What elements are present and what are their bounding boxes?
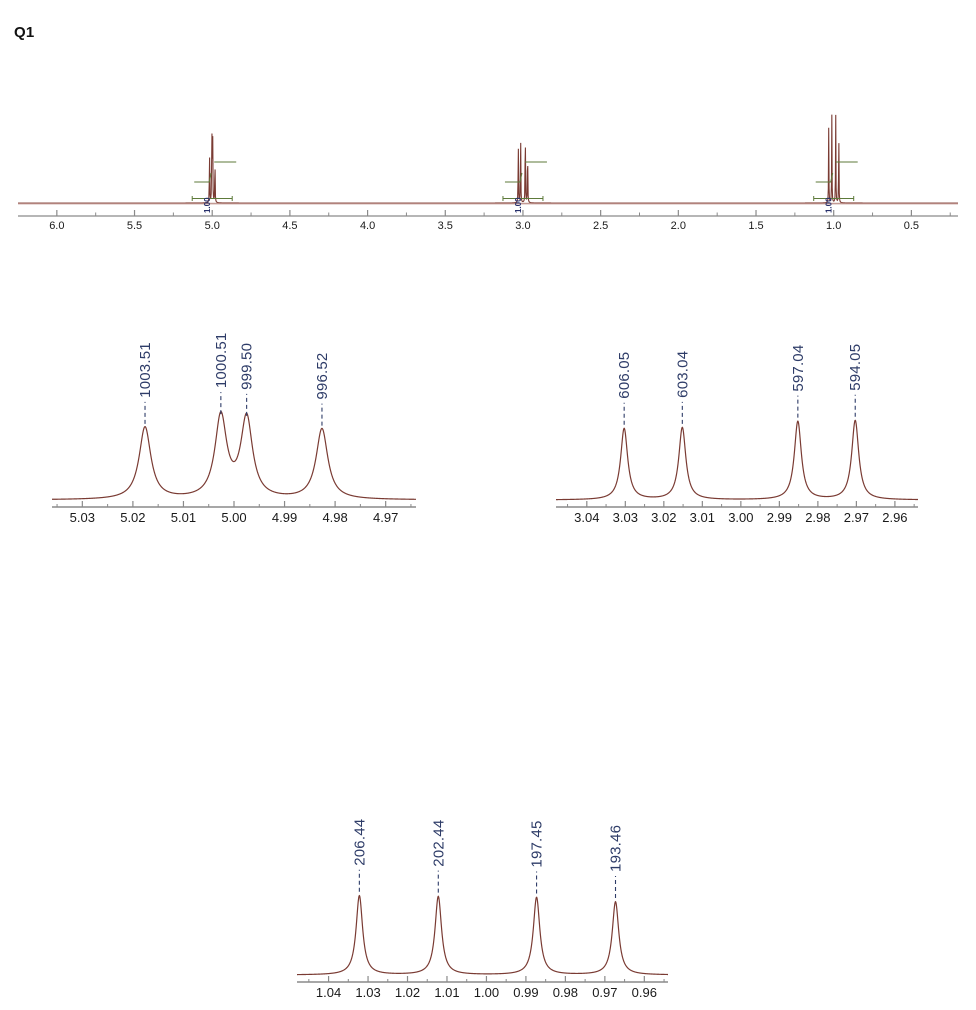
x-axis-tick-label: 1.04 [316,985,341,1000]
spectrum-trace [556,419,919,501]
x-axis-tick-label: 1.01 [434,985,459,1000]
expansion-panel-3ppm: 606.05 603.04 597.04 594.05 3.04 3.03 3.02 3.01… [535,300,955,535]
spectrum-trace [297,894,668,976]
peak-frequency-label: 603.04 [674,351,691,398]
expansion-panel-1ppm: 206.44 202.44 197.45 193.46 1.04 1.03 1.02 1.01… [275,775,695,1010]
integral-curve: 1.00 [813,161,858,213]
spectrum-trace [51,410,417,500]
peak-annotation: 197.45 [529,820,546,894]
peak-frequency-label: 1000.51 [213,333,230,389]
spectrum-trace [18,114,958,204]
x-axis-tick-label: 5.00 [221,510,246,525]
x-axis-tick-label: 3.0 [515,220,530,232]
x-axis-tick-label: 4.99 [272,510,297,525]
x-axis-tick-label: 4.98 [322,510,347,525]
expansion-svg-3ppm: 606.05 603.04 597.04 594.05 3.04 3.03 3.02 3.01… [556,344,919,525]
expansion-panel-5ppm: 1003.51 1000.51 999.50 996.52 5.03 5.02 5.01 5.… [30,300,450,535]
peak-frequency-label: 999.50 [239,343,256,390]
x-axis-tick-label: 2.99 [767,510,792,525]
x-axis-tick-label: 0.98 [553,985,578,1000]
integral-bracket [191,196,233,201]
peak-annotation: 999.50 [239,343,256,416]
peak-frequency-label: 1003.51 [137,342,154,398]
x-axis-tick-label: 4.0 [360,220,375,232]
peak-frequency-label: 193.46 [608,825,625,872]
integral-value-label: 1.00 [203,197,212,213]
x-axis-tick-label: 0.99 [513,985,538,1000]
peak-frequency-label: 594.05 [847,344,864,391]
expansion-svg-5ppm: 1003.51 1000.51 999.50 996.52 5.03 5.02 5.01 5.… [51,333,417,525]
x-axis-tick-label: 2.98 [805,510,830,525]
x-axis-tick-label: 1.02 [395,985,420,1000]
x-axis-tick-label: 5.5 [127,220,142,232]
x-axis-tick-label: 5.02 [120,510,145,525]
x-axis-tick-label: 5.03 [70,510,95,525]
x-axis-tick-label: 1.5 [748,220,763,232]
x-axis-tick-label: 0.5 [904,220,919,232]
integral-step [815,172,834,183]
page-title: Q1 [14,24,35,41]
x-axis-tick-label: 4.97 [373,510,398,525]
integral-curve: 1.00 [502,161,547,213]
x-axis-tick-label: 0.97 [592,985,617,1000]
peak-frequency-label: 996.52 [314,353,331,400]
x-axis-tick-label: 1.00 [474,985,499,1000]
peak-annotation: 594.05 [847,344,864,417]
integral-value-label: 1.00 [514,197,523,213]
peak-annotation: 202.44 [430,820,447,893]
x-axis-tick-label: 0.96 [632,985,657,1000]
peak-annotation: 1003.51 [137,342,154,424]
x-axis-tick-label: 2.96 [882,510,907,525]
full-spectrum-svg: 1.00 1.00 1.00 6.0 5.5 5.0 4.5 4.0 3.5 3.0 2.5 2.0 1… [18,114,958,232]
x-axis-tick-label: 4.5 [282,220,297,232]
x-axis-tick-label: 5.0 [205,220,220,232]
peak-frequency-label: 206.44 [351,819,368,866]
x-axis-tick-label: 3.5 [438,220,453,232]
peak-frequency-label: 606.05 [616,352,633,399]
x-axis-tick-label: 2.5 [593,220,608,232]
x-axis-tick-label: 3.02 [651,510,676,525]
integral-bracket [502,196,544,201]
peak-annotation: 606.05 [616,352,633,425]
x-axis-tick-label: 1.03 [355,985,380,1000]
peak-annotation: 996.52 [314,353,331,426]
x-axis-tick-label: 3.04 [574,510,599,525]
peak-frequency-label: 202.44 [430,820,447,867]
peak-frequency-label: 597.04 [790,345,807,392]
peak-annotation: 597.04 [790,345,807,418]
full-spectrum-panel: 1.00 1.00 1.00 6.0 5.5 5.0 4.5 4.0 3.5 3.0 2.5 2.0 1… [0,95,976,235]
peak-annotation: 206.44 [351,819,368,892]
peak-annotation: 603.04 [674,351,691,424]
x-axis-tick-label: 3.00 [728,510,753,525]
x-axis-tick-label: 3.03 [613,510,638,525]
x-axis-tick-label: 3.01 [690,510,715,525]
expansion-svg-1ppm: 206.44 202.44 197.45 193.46 1.04 1.03 1.02 1.01… [297,819,668,1000]
x-axis-tick-label: 5.01 [171,510,196,525]
x-axis-tick-label: 6.0 [49,220,64,232]
peak-annotation: 1000.51 [213,333,230,415]
x-axis-tick-label: 2.97 [844,510,869,525]
x-axis-tick-label: 1.0 [826,220,841,232]
x-axis-tick-label: 2.0 [671,220,686,232]
peak-annotation: 193.46 [608,825,625,898]
peak-frequency-label: 197.45 [529,820,546,867]
integral-step [504,172,523,183]
integral-value-label: 1.00 [825,197,834,213]
integral-bracket [813,196,855,201]
integral-step [194,172,212,183]
integral-curve: 1.00 [191,161,237,213]
